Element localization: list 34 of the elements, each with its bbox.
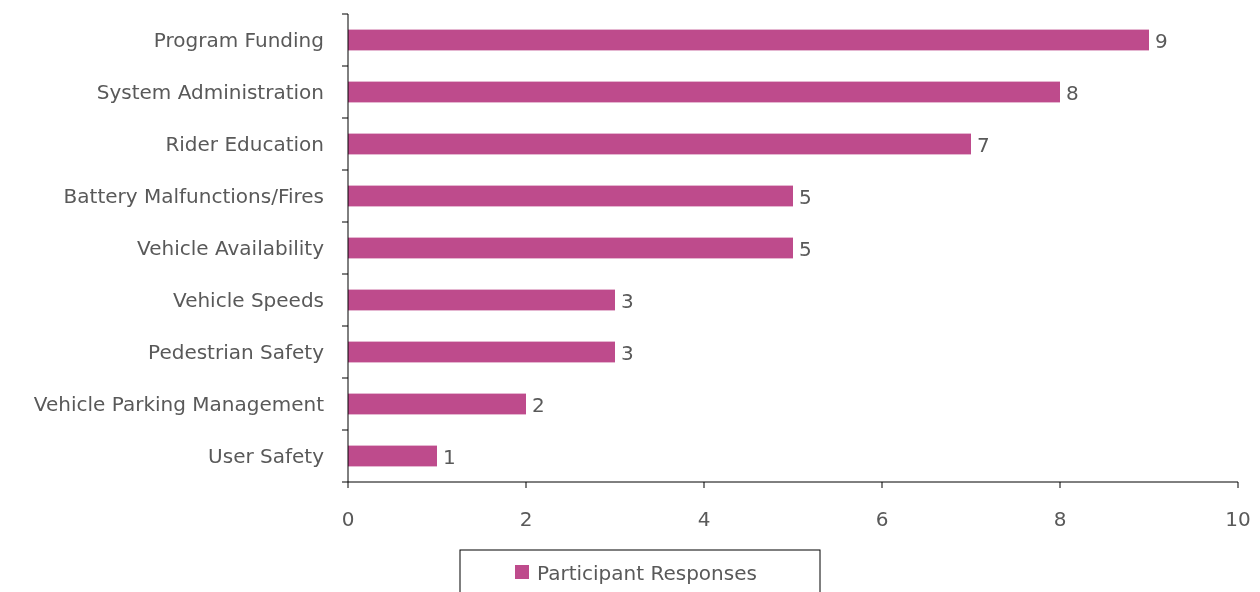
data-label: 5 [799, 237, 812, 261]
data-label: 5 [799, 185, 812, 209]
y-tick-label: Pedestrian Safety [148, 340, 325, 364]
data-label: 3 [621, 341, 634, 365]
bar [348, 393, 526, 415]
data-label: 9 [1155, 29, 1168, 53]
y-tick-label: Vehicle Parking Management [33, 392, 325, 416]
x-tick-label: 8 [1053, 507, 1067, 531]
y-tick-label: Vehicle Speeds [173, 288, 324, 312]
data-label: 8 [1066, 81, 1079, 105]
x-tick-label: 4 [697, 507, 711, 531]
data-label: 7 [977, 133, 990, 157]
x-tick-label: 6 [875, 507, 889, 531]
bar [348, 341, 615, 363]
bar [348, 185, 793, 207]
bar [348, 289, 615, 311]
bar [348, 133, 971, 155]
legend-label: Participant Responses [537, 561, 757, 585]
y-tick-label: Vehicle Availability [137, 236, 325, 260]
data-label: 3 [621, 289, 634, 313]
x-tick-label: 2 [519, 507, 533, 531]
bar [348, 237, 793, 259]
x-tick-label: 10 [1225, 507, 1251, 531]
y-tick-label: User Safety [208, 444, 325, 468]
y-tick-label: System Administration [96, 80, 324, 104]
y-tick-label: Battery Malfunctions/Fires [63, 184, 324, 208]
y-tick-label: Program Funding [153, 28, 324, 52]
bar [348, 81, 1060, 103]
bar [348, 445, 437, 467]
bar [348, 29, 1149, 51]
x-tick-label: 0 [341, 507, 355, 531]
y-tick-label: Rider Education [165, 132, 324, 156]
data-label: 2 [532, 393, 545, 417]
data-label: 1 [443, 445, 456, 469]
